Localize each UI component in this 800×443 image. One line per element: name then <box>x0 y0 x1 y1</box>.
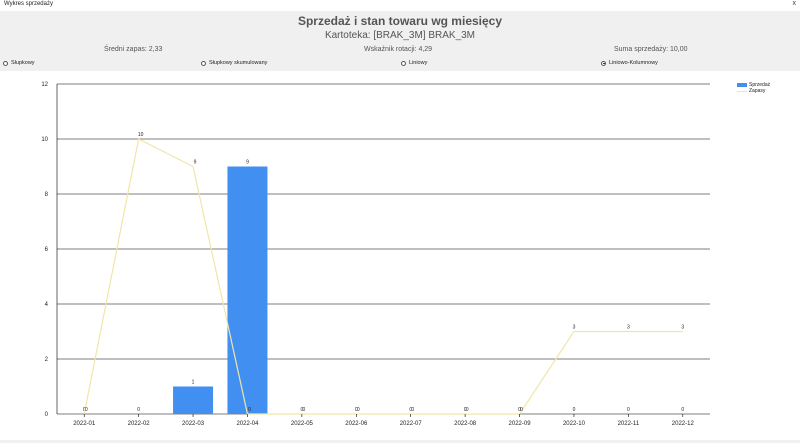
y-tick-label: 6 <box>45 247 49 253</box>
sales-data-label: 0 <box>137 407 140 413</box>
stock-data-label: 9 <box>194 160 197 166</box>
radio-bar-mode-dot[interactable] <box>3 60 8 66</box>
radio-line-mode-dot[interactable] <box>401 60 406 66</box>
sales-bar <box>227 166 268 414</box>
sales-data-label: 0 <box>681 407 684 413</box>
sales-data-label: 0 <box>409 407 412 413</box>
stock-data-label: 3 <box>681 325 684 331</box>
y-tick-label: 4 <box>45 302 49 308</box>
x-tick-label: 2022-07 <box>400 421 423 427</box>
x-tick-label: 2022-02 <box>128 421 151 427</box>
radio-bar-mode-label: Słupkowy <box>11 60 35 66</box>
y-tick-label: 0 <box>45 412 49 418</box>
x-tick-label: 2022-08 <box>454 421 477 427</box>
legend-label-stock: Zapasy <box>749 88 766 94</box>
legend-swatch-sales <box>737 83 747 87</box>
legend-label-sales: Sprzedaż <box>749 82 771 88</box>
rotation-stat: Wskaźnik rotacji: 4,29 <box>364 46 433 53</box>
chart-subtitle: Kartoteka: [BRAK_3M] BRAK_3M <box>324 30 476 41</box>
sales-data-label: 0 <box>464 407 467 413</box>
radio-stacked-bar-mode[interactable]: Słupkowy skumulowany <box>201 60 267 66</box>
sales-data-label: 9 <box>246 160 249 166</box>
window-title: Wykres sprzedaży <box>4 1 53 7</box>
avg-stock-stat: Średni zapas: 2,33 <box>104 46 163 53</box>
x-tick-label: 2022-04 <box>236 421 259 427</box>
stock-data-label: 0 <box>466 407 469 413</box>
radio-line-mode-label: Liniowy <box>409 60 428 66</box>
sales-data-label: 0 <box>355 407 358 413</box>
bottom-strip <box>0 440 800 443</box>
x-tick-label: 2022-03 <box>182 421 205 427</box>
sales-data-label: 0 <box>300 407 303 413</box>
legend-item-sales: Sprzedaż <box>737 82 770 88</box>
radio-line-column-mode[interactable]: Liniowo-Kolumnowy <box>601 60 658 66</box>
stock-data-label: 0 <box>85 407 88 413</box>
radio-stacked-bar-mode-label: Słupkowy skumulowany <box>209 60 268 66</box>
legend-item-stock: Zapasy <box>737 88 770 94</box>
x-tick-label: 2022-01 <box>73 421 96 427</box>
y-tick-label: 12 <box>41 82 48 88</box>
chart-title: Sprzedaż i stan towaru wg miesięcy <box>297 14 503 28</box>
stock-data-label: 0 <box>520 407 523 413</box>
sales-data-label: 0 <box>83 407 86 413</box>
radio-line-mode[interactable]: Liniowy <box>401 60 427 66</box>
sales-bar <box>173 386 214 414</box>
radio-line-column-mode-label: Liniowo-Kolumnowy <box>609 60 658 66</box>
stock-data-label: 0 <box>357 407 360 413</box>
stock-data-label: 0 <box>248 407 251 413</box>
y-tick-label: 10 <box>41 137 48 143</box>
x-tick-label: 2022-11 <box>618 421 640 427</box>
y-tick-label: 2 <box>45 357 49 363</box>
x-tick-label: 2022-12 <box>672 421 695 427</box>
legend-swatch-stock <box>737 90 747 92</box>
stock-data-label: 3 <box>573 325 576 331</box>
stock-data-label: 0 <box>411 407 414 413</box>
stock-data-label: 10 <box>138 132 144 138</box>
sales-sum-stat: Suma sprzedaży: 10,00 <box>614 46 688 53</box>
radio-stacked-bar-mode-dot[interactable] <box>201 60 206 66</box>
x-tick-label: 2022-10 <box>563 421 586 427</box>
chart-legend: Sprzedaż Zapasy <box>737 82 770 94</box>
close-icon[interactable]: x <box>792 0 797 7</box>
sales-data-label: 0 <box>627 407 630 413</box>
sales-data-label: 1 <box>192 380 195 386</box>
radio-bar-mode[interactable]: Słupkowy <box>3 60 35 66</box>
stock-data-label: 3 <box>627 325 630 331</box>
chart-header: Sprzedaż i stan towaru wg miesięcy Karto… <box>0 11 800 71</box>
sales-data-label: 0 <box>573 407 576 413</box>
x-tick-label: 2022-06 <box>345 421 368 427</box>
stock-data-label: 0 <box>302 407 305 413</box>
y-tick-label: 8 <box>45 192 49 198</box>
x-tick-label: 2022-09 <box>509 421 532 427</box>
radio-line-column-mode-dot[interactable] <box>601 60 606 66</box>
x-tick-label: 2022-05 <box>291 421 314 427</box>
stock-line <box>83 138 683 415</box>
sales-data-label: 0 <box>518 407 521 413</box>
